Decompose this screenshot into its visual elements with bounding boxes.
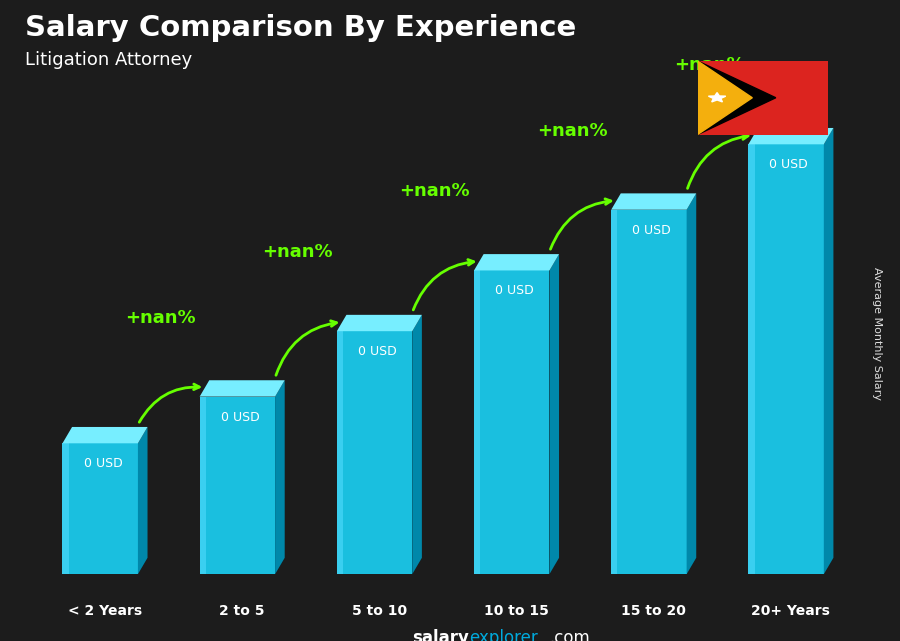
Polygon shape — [412, 315, 422, 574]
Polygon shape — [474, 271, 550, 574]
Polygon shape — [698, 61, 776, 135]
Text: 0 USD: 0 USD — [770, 158, 808, 171]
Polygon shape — [611, 210, 687, 574]
Text: +nan%: +nan% — [125, 308, 196, 326]
Polygon shape — [611, 210, 617, 574]
Polygon shape — [200, 380, 284, 397]
Polygon shape — [698, 61, 752, 135]
Text: 0 USD: 0 USD — [633, 224, 671, 237]
Polygon shape — [62, 427, 148, 444]
Polygon shape — [474, 271, 481, 574]
Text: 10 to 15: 10 to 15 — [484, 604, 549, 619]
Polygon shape — [474, 558, 559, 574]
Polygon shape — [708, 92, 725, 102]
Polygon shape — [200, 397, 275, 574]
Text: 5 to 10: 5 to 10 — [352, 604, 407, 619]
Polygon shape — [337, 315, 422, 331]
Polygon shape — [824, 128, 833, 574]
Text: Average Monthly Salary: Average Monthly Salary — [872, 267, 883, 400]
Polygon shape — [62, 444, 68, 574]
Text: 0 USD: 0 USD — [220, 411, 259, 424]
Text: +nan%: +nan% — [674, 56, 744, 74]
Text: 0 USD: 0 USD — [358, 345, 397, 358]
Text: < 2 Years: < 2 Years — [68, 604, 142, 619]
Polygon shape — [337, 558, 422, 574]
Polygon shape — [62, 558, 148, 574]
Text: .com: .com — [549, 629, 590, 641]
Polygon shape — [749, 144, 754, 574]
Polygon shape — [749, 558, 833, 574]
Polygon shape — [275, 380, 284, 574]
Text: Salary Comparison By Experience: Salary Comparison By Experience — [24, 13, 576, 42]
Text: +nan%: +nan% — [263, 243, 333, 261]
Text: 2 to 5: 2 to 5 — [220, 604, 265, 619]
Text: salary: salary — [412, 629, 469, 641]
Text: explorer: explorer — [469, 629, 538, 641]
Polygon shape — [337, 331, 343, 574]
Polygon shape — [62, 444, 138, 574]
Polygon shape — [138, 427, 148, 574]
Polygon shape — [200, 397, 206, 574]
Text: Litigation Attorney: Litigation Attorney — [24, 51, 192, 69]
Polygon shape — [611, 558, 697, 574]
Polygon shape — [749, 128, 833, 144]
Text: 15 to 20: 15 to 20 — [621, 604, 686, 619]
Polygon shape — [749, 144, 824, 574]
Polygon shape — [611, 194, 697, 210]
Text: 0 USD: 0 USD — [495, 285, 534, 297]
Polygon shape — [550, 254, 559, 574]
Polygon shape — [200, 558, 284, 574]
Text: +nan%: +nan% — [400, 183, 470, 201]
Text: 0 USD: 0 USD — [84, 457, 122, 470]
Text: +nan%: +nan% — [536, 122, 608, 140]
Polygon shape — [687, 194, 697, 574]
Polygon shape — [337, 331, 412, 574]
Text: 20+ Years: 20+ Years — [752, 604, 831, 619]
Polygon shape — [474, 254, 559, 271]
